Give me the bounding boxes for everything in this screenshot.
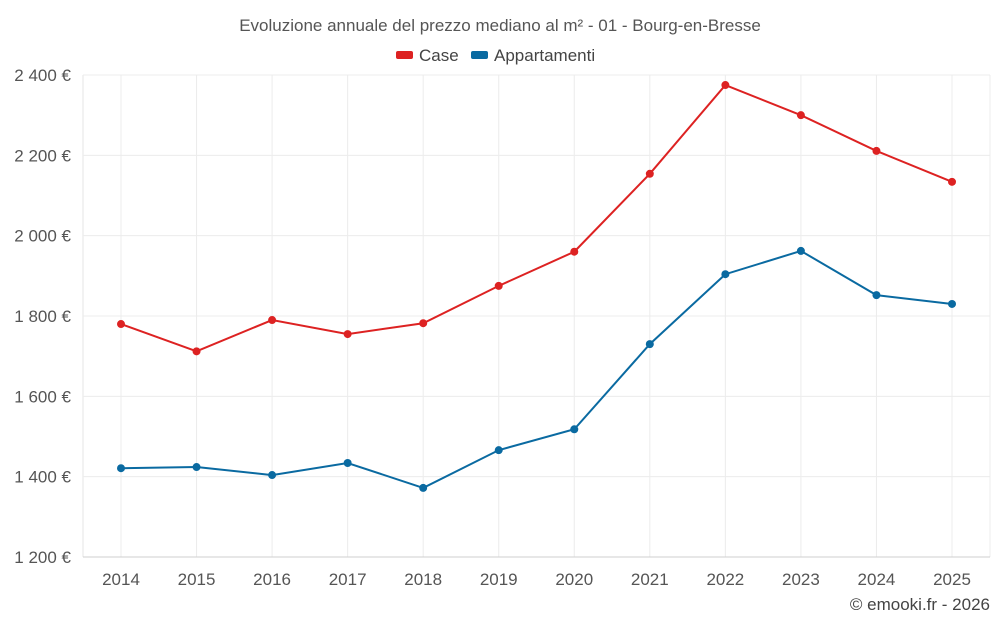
credit-text: © emooki.fr - 2026 (850, 595, 990, 614)
data-point (494, 281, 503, 290)
x-tick-label: 2016 (253, 570, 291, 589)
y-tick-label: 2 000 € (14, 227, 71, 246)
data-point (796, 111, 805, 120)
chart-title: Evoluzione annuale del prezzo mediano al… (239, 16, 761, 35)
y-tick-label: 1 600 € (14, 387, 71, 406)
legend-item-appartamenti: Appartamenti (471, 46, 595, 65)
legend-swatch (471, 51, 488, 59)
y-tick-label: 2 400 € (14, 66, 71, 85)
series-layer (117, 81, 956, 492)
data-point (494, 446, 503, 455)
x-tick-label: 2015 (178, 570, 216, 589)
data-point (419, 319, 428, 328)
data-point (192, 347, 201, 356)
x-tick-label: 2018 (404, 570, 442, 589)
data-point (872, 291, 881, 300)
x-axis: 2014 2015 2016 2017 2018 2019 2020 2021 2022 2023… (102, 570, 971, 589)
series-line (120, 83, 953, 353)
data-point (948, 177, 956, 186)
data-point (721, 81, 730, 90)
series-appartamenti (117, 246, 956, 492)
x-tick-label: 2017 (329, 570, 367, 589)
data-point (192, 463, 201, 472)
x-tick-label: 2019 (480, 570, 518, 589)
data-point (268, 471, 277, 480)
y-tick-label: 2 200 € (14, 146, 71, 165)
data-point (268, 316, 277, 325)
legend-label: Case (419, 46, 459, 65)
x-tick-label: 2021 (631, 570, 669, 589)
data-point (343, 459, 352, 468)
legend-swatch (396, 51, 413, 59)
x-tick-label: 2022 (706, 570, 744, 589)
data-point (343, 330, 352, 339)
data-point (721, 270, 730, 279)
x-tick-label: 2025 (933, 570, 971, 589)
data-point (117, 320, 125, 329)
series-case (117, 81, 956, 356)
series-line (120, 249, 953, 489)
data-point (645, 169, 654, 178)
legend-label: Appartamenti (494, 46, 595, 65)
data-point (645, 340, 654, 349)
grid (82, 74, 991, 558)
data-point (796, 246, 805, 255)
x-tick-label: 2023 (782, 570, 820, 589)
data-point (948, 299, 956, 308)
y-tick-label: 1 800 € (14, 307, 71, 326)
data-point (419, 483, 428, 492)
legend-item-case: Case (396, 46, 459, 65)
data-point (570, 425, 579, 434)
data-point (570, 247, 579, 256)
data-point (872, 146, 881, 155)
y-axis: 1 200 € 1 400 € 1 600 € 1 800 € 2 000 € 2 200… (14, 66, 71, 567)
x-tick-label: 2024 (858, 570, 896, 589)
x-tick-label: 2014 (102, 570, 140, 589)
x-tick-label: 2020 (555, 570, 593, 589)
data-point (117, 464, 125, 473)
legend: Case Appartamenti (396, 46, 595, 65)
y-tick-label: 1 200 € (14, 548, 71, 567)
y-tick-label: 1 400 € (14, 468, 71, 487)
